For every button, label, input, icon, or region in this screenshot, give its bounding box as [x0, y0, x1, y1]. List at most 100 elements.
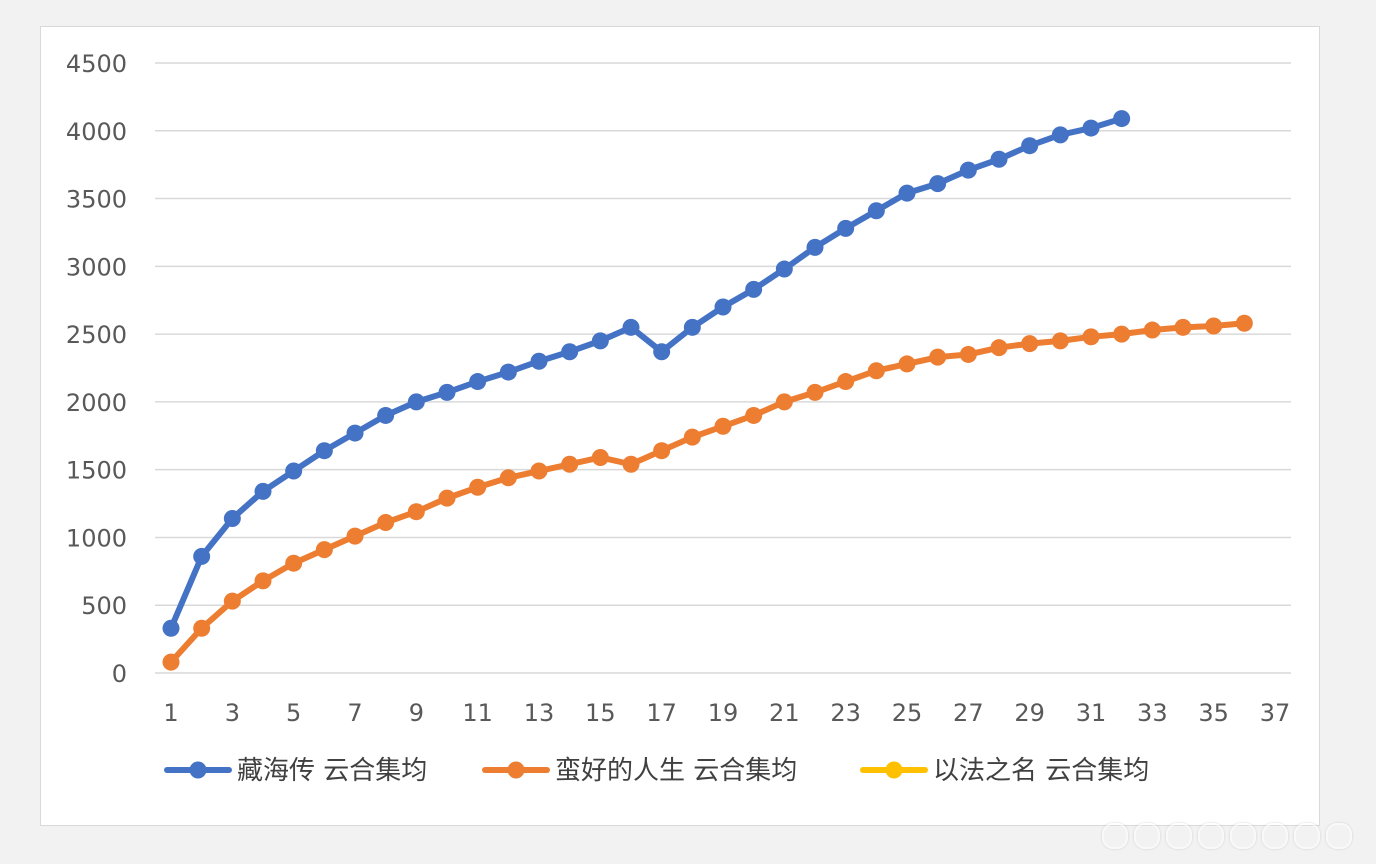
y-tick-label: 3000: [66, 253, 127, 281]
data-point: [622, 455, 640, 473]
y-tick-label: 1000: [66, 524, 127, 552]
data-point: [469, 478, 487, 496]
x-tick-label: 33: [1137, 699, 1168, 727]
data-point: [561, 343, 579, 361]
legend-item-0[interactable]: 藏海传 云合集均: [164, 756, 427, 786]
data-point: [714, 417, 732, 435]
x-tick-label: 29: [1014, 699, 1045, 727]
data-point: [469, 373, 487, 391]
x-tick-label: 25: [892, 699, 923, 727]
data-point: [929, 348, 947, 366]
data-point: [254, 572, 272, 590]
data-point: [745, 280, 763, 298]
data-point: [438, 383, 456, 401]
data-point: [591, 448, 609, 466]
y-tick-label: 0: [112, 660, 127, 688]
data-point: [653, 343, 671, 361]
x-tick-label: 11: [462, 699, 493, 727]
x-tick-label: 27: [953, 699, 984, 727]
data-point: [1082, 328, 1100, 346]
legend-label: 藏海传 云合集均: [237, 756, 427, 786]
data-point: [714, 298, 732, 316]
data-point: [285, 462, 303, 480]
y-tick-label: 4000: [66, 118, 127, 146]
data-point: [990, 339, 1008, 357]
data-point: [315, 442, 333, 460]
series-1: [162, 314, 1253, 671]
watermark-logo: [1102, 822, 1362, 850]
data-point: [867, 362, 885, 380]
data-point: [898, 184, 916, 202]
x-tick-label: 17: [646, 699, 677, 727]
data-point: [193, 619, 211, 637]
data-point: [653, 442, 671, 460]
data-point: [837, 219, 855, 237]
data-point: [530, 352, 548, 370]
legend-label: 以法之名 云合集均: [933, 756, 1149, 786]
y-tick-label: 500: [81, 592, 127, 620]
y-tick-label: 2000: [66, 389, 127, 417]
y-tick-label: 2500: [66, 321, 127, 349]
x-axis-ticks: 1 3 5 7 9 11 13 15 17 19 21 23 25 27 29 31 33 35 37: [163, 699, 1290, 727]
x-tick-label: 21: [769, 699, 800, 727]
series-layer: [162, 110, 1253, 671]
data-point: [1021, 335, 1039, 353]
x-tick-label: 15: [585, 699, 616, 727]
data-point: [1021, 137, 1039, 155]
data-point: [745, 406, 763, 424]
data-point: [837, 373, 855, 391]
series-0: [162, 110, 1131, 637]
data-point: [867, 202, 885, 220]
data-point: [959, 345, 977, 363]
data-point: [346, 424, 364, 442]
data-point: [193, 547, 211, 565]
data-point: [1205, 317, 1223, 335]
x-tick-label: 3: [225, 699, 240, 727]
data-point: [1051, 332, 1069, 350]
data-point: [806, 383, 824, 401]
data-point: [1143, 321, 1161, 339]
x-tick-label: 7: [347, 699, 362, 727]
data-point: [254, 482, 272, 500]
x-tick-label: 1: [163, 699, 178, 727]
x-tick-label: 13: [524, 699, 555, 727]
data-point: [775, 393, 793, 411]
data-point: [162, 653, 180, 671]
data-point: [683, 428, 701, 446]
data-point: [377, 514, 395, 532]
data-point: [285, 554, 303, 572]
legend-item-2[interactable]: 以法之名 云合集均: [860, 756, 1149, 786]
data-point: [223, 509, 241, 527]
data-point: [959, 161, 977, 179]
legend[interactable]: 藏海传 云合集均 蛮好的人生 云合集均 以法之名 云合集均: [164, 756, 1149, 786]
data-point: [775, 260, 793, 278]
data-point: [1174, 318, 1192, 336]
data-point: [591, 332, 609, 350]
x-tick-label: 19: [708, 699, 739, 727]
legend-label: 蛮好的人生 云合集均: [555, 756, 797, 786]
data-point: [898, 355, 916, 373]
series-line: [168, 320, 1248, 666]
data-point: [346, 527, 364, 545]
data-point: [377, 406, 395, 424]
legend-item-1[interactable]: 蛮好的人生 云合集均: [482, 756, 797, 786]
data-point: [407, 503, 425, 521]
data-point: [990, 150, 1008, 168]
gridlines: [155, 62, 1291, 674]
data-point: [530, 462, 548, 480]
x-tick-label: 31: [1076, 699, 1107, 727]
data-point: [1113, 110, 1131, 128]
x-tick-label: 35: [1198, 699, 1229, 727]
y-tick-label: 1500: [66, 457, 127, 485]
data-point: [162, 619, 180, 637]
y-tick-label: 4500: [66, 50, 127, 78]
x-tick-label: 5: [286, 699, 301, 727]
data-point: [407, 393, 425, 411]
data-point: [499, 363, 517, 381]
data-point: [622, 318, 640, 336]
data-point: [438, 489, 456, 507]
legend-swatch-marker: [189, 761, 207, 779]
legend-swatch-marker: [507, 761, 525, 779]
x-tick-label: 23: [830, 699, 861, 727]
